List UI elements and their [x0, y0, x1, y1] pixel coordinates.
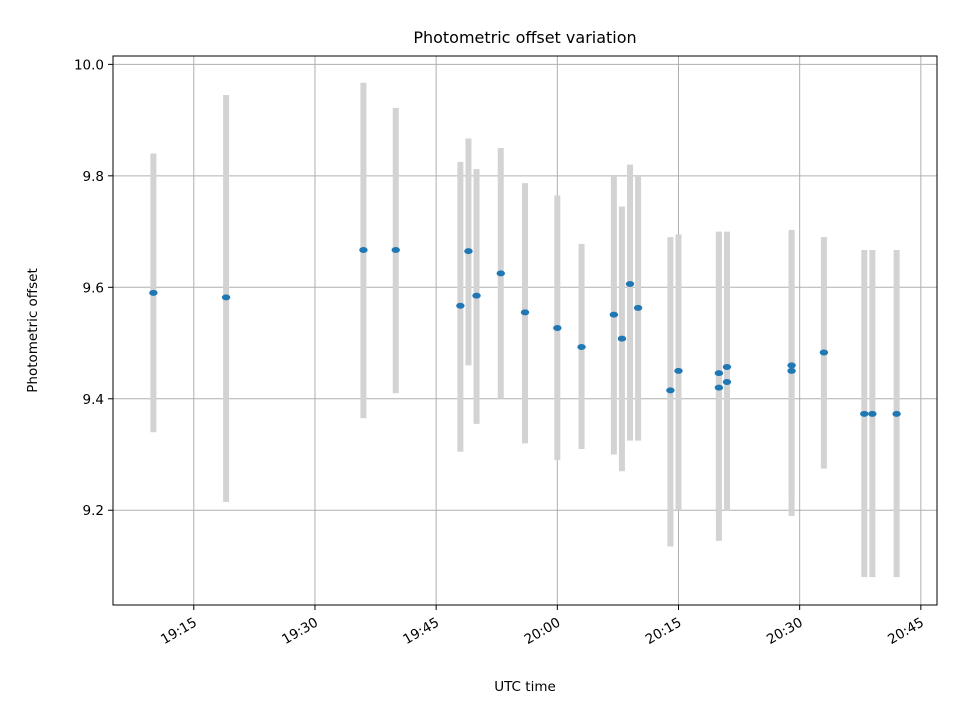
y-tick-label: 9.8 — [83, 169, 104, 185]
data-point — [149, 289, 158, 296]
data-point — [221, 294, 231, 301]
data-point — [464, 248, 473, 255]
data-point — [868, 410, 877, 417]
data-point — [456, 302, 465, 309]
data-point — [472, 292, 481, 299]
data-point — [625, 280, 635, 287]
plot-frame — [112, 55, 938, 606]
data-point — [553, 324, 562, 331]
data-point — [674, 367, 683, 374]
y-tick-label: 9.4 — [83, 392, 104, 408]
data-point — [391, 246, 400, 253]
data-point — [714, 384, 724, 391]
data-point — [819, 349, 829, 356]
data-point — [666, 387, 675, 394]
y-tick-label: 10.0 — [74, 57, 104, 73]
data-points — [149, 246, 901, 417]
data-point — [714, 370, 724, 377]
y-axis-label: Photometric offset — [25, 268, 41, 392]
data-point — [617, 335, 627, 342]
y-tick-label: 9.2 — [83, 503, 104, 519]
data-point — [722, 379, 732, 386]
data-point — [787, 367, 796, 374]
data-point — [787, 362, 796, 369]
data-point — [722, 364, 732, 371]
chart-title: Photometric offset variation — [413, 28, 636, 47]
data-point — [577, 343, 586, 350]
y-axis-ticks: 9.2 9.4 9.6 9.8 10.0 — [74, 57, 113, 519]
data-point — [520, 309, 530, 316]
data-point — [609, 311, 619, 318]
data-point — [892, 410, 901, 417]
data-point — [496, 270, 505, 277]
x-axis-label: UTC time — [494, 679, 556, 695]
data-point — [359, 246, 368, 253]
data-point — [633, 304, 643, 311]
data-point — [860, 410, 869, 417]
y-tick-label: 9.6 — [83, 280, 104, 296]
